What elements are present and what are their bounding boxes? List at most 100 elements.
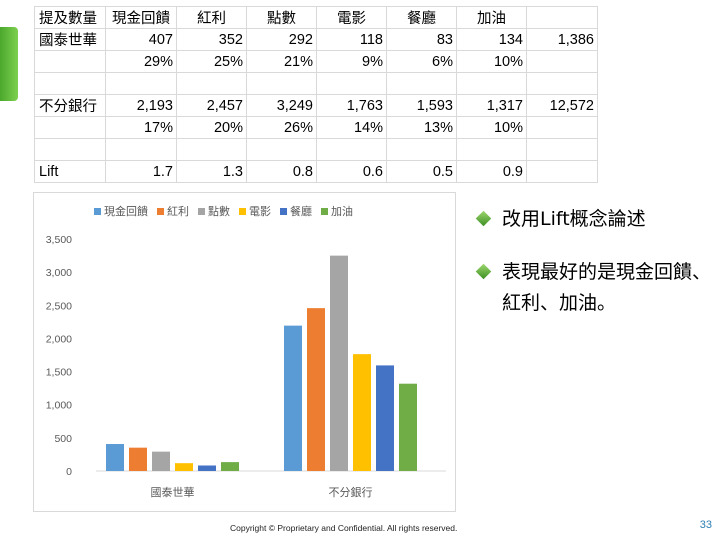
table-cell: 9% — [316, 50, 387, 73]
table-cell — [105, 72, 177, 95]
bar — [353, 354, 371, 471]
y-tick-label: 1,500 — [46, 367, 72, 379]
table-header-row: 提及數量 現金回饋 紅利 點數 電影 餐廳 加油 — [34, 6, 598, 29]
table-row — [34, 138, 598, 161]
table-cell: 10% — [456, 116, 527, 139]
table-cell — [526, 50, 598, 73]
table-cell — [316, 138, 387, 161]
data-table: 提及數量 現金回饋 紅利 點數 電影 餐廳 加油 國泰世華 407 352 292 118 83 134 1… — [34, 6, 598, 183]
table-cell — [526, 72, 598, 95]
table-cell: 6% — [386, 50, 457, 73]
table-cell — [34, 50, 106, 73]
legend-swatch — [321, 208, 328, 215]
table-cell: 21% — [246, 50, 317, 73]
table-row: 17% 20% 26% 14% 13% 10% — [34, 116, 598, 139]
table-cell: 0.5 — [386, 160, 457, 183]
table-cell — [386, 138, 457, 161]
bar — [284, 325, 302, 471]
table-cell: 0.9 — [456, 160, 527, 183]
legend-label: 餐廳 — [290, 204, 312, 218]
bullet-text: 改用Lift概念論述 — [502, 208, 646, 230]
table-cell: 國泰世華 — [34, 28, 106, 51]
table-cell — [526, 116, 598, 139]
table-cell: 83 — [386, 28, 457, 51]
y-tick-label: 3,500 — [46, 234, 72, 246]
bar-chart: 3,500 3,000 2,500 2,000 1,500 1,000 500 0 國泰世華 不分… — [33, 192, 456, 512]
legend-swatch — [94, 208, 101, 215]
bar-chart-svg: 3,500 3,000 2,500 2,000 1,500 1,000 500 0 國泰世華 不分… — [46, 204, 446, 499]
bar — [106, 444, 124, 471]
y-tick-label: 1,000 — [46, 400, 72, 412]
table-cell: 134 — [456, 28, 527, 51]
table-cell — [105, 138, 177, 161]
page-number: 33 — [699, 519, 712, 531]
y-tick-label: 3,000 — [46, 267, 72, 279]
table-cell — [526, 160, 598, 183]
table-header-cell: 紅利 — [176, 6, 247, 29]
table-cell: 407 — [105, 28, 177, 51]
legend-label: 加油 — [331, 204, 353, 218]
bullet-list: 改用Lift概念論述 表現最好的是現金回饋、紅利、加油。 — [475, 204, 712, 341]
table-cell: Lift — [34, 160, 106, 183]
x-tick-label: 國泰世華 — [151, 485, 195, 499]
diamond-bullet-icon — [475, 263, 492, 280]
table-header-cell: 電影 — [316, 6, 387, 29]
table-cell: 14% — [316, 116, 387, 139]
bar — [399, 383, 417, 471]
table-cell — [34, 116, 106, 139]
y-tick-label: 0 — [66, 466, 72, 478]
table-cell — [526, 138, 598, 161]
table-cell: 1.3 — [176, 160, 247, 183]
table-header-cell: 點數 — [246, 6, 317, 29]
table-cell — [456, 138, 527, 161]
bar — [152, 451, 170, 471]
table-cell — [176, 72, 247, 95]
table-row: 不分銀行 2,193 2,457 3,249 1,763 1,593 1,317 12,572 — [34, 94, 598, 117]
bar — [198, 465, 216, 471]
table-cell: 0.6 — [316, 160, 387, 183]
table-cell — [34, 138, 106, 161]
table-cell: 352 — [176, 28, 247, 51]
table-cell: 2,457 — [176, 94, 247, 117]
y-tick-label: 2,000 — [46, 333, 72, 345]
table-cell: 1,763 — [316, 94, 387, 117]
legend-swatch — [157, 208, 164, 215]
bar — [129, 447, 147, 471]
table-cell — [456, 72, 527, 95]
table-cell: 不分銀行 — [34, 94, 106, 117]
legend-swatch — [239, 208, 246, 215]
table-cell: 10% — [456, 50, 527, 73]
legend-swatch — [280, 208, 287, 215]
table-cell — [176, 138, 247, 161]
table-header-cell — [526, 6, 598, 29]
diamond-bullet-icon — [475, 210, 492, 227]
bullet-item: 改用Lift概念論述 — [475, 204, 712, 235]
table-cell: 1,386 — [526, 28, 598, 51]
bullet-text: 表現最好的是現金回饋、紅利、加油。 — [502, 261, 712, 314]
table-header-cell: 加油 — [456, 6, 527, 29]
table-cell: 29% — [105, 50, 177, 73]
y-tick-label: 500 — [54, 433, 72, 445]
slide-accent-bar — [0, 27, 18, 101]
legend-label: 電影 — [249, 205, 271, 218]
table-cell: 0.8 — [246, 160, 317, 183]
legend-label: 點數 — [208, 205, 230, 218]
bar — [307, 308, 325, 471]
table-cell — [246, 138, 317, 161]
table-cell: 292 — [246, 28, 317, 51]
bar — [175, 463, 193, 471]
legend-swatch — [198, 208, 205, 215]
table-cell: 1,593 — [386, 94, 457, 117]
bar — [221, 462, 239, 471]
bar — [330, 255, 348, 471]
x-tick-label: 不分銀行 — [329, 485, 373, 499]
bullet-item: 表現最好的是現金回饋、紅利、加油。 — [475, 257, 712, 319]
table-cell: 26% — [246, 116, 317, 139]
table-row: 國泰世華 407 352 292 118 83 134 1,386 — [34, 28, 598, 51]
legend-label: 現金回饋 — [104, 204, 148, 218]
legend-label: 紅利 — [167, 205, 189, 218]
bar — [376, 365, 394, 471]
table-row: Lift 1.7 1.3 0.8 0.6 0.5 0.9 — [34, 160, 598, 183]
table-cell: 17% — [105, 116, 177, 139]
table-header-cell: 現金回饋 — [105, 6, 177, 29]
